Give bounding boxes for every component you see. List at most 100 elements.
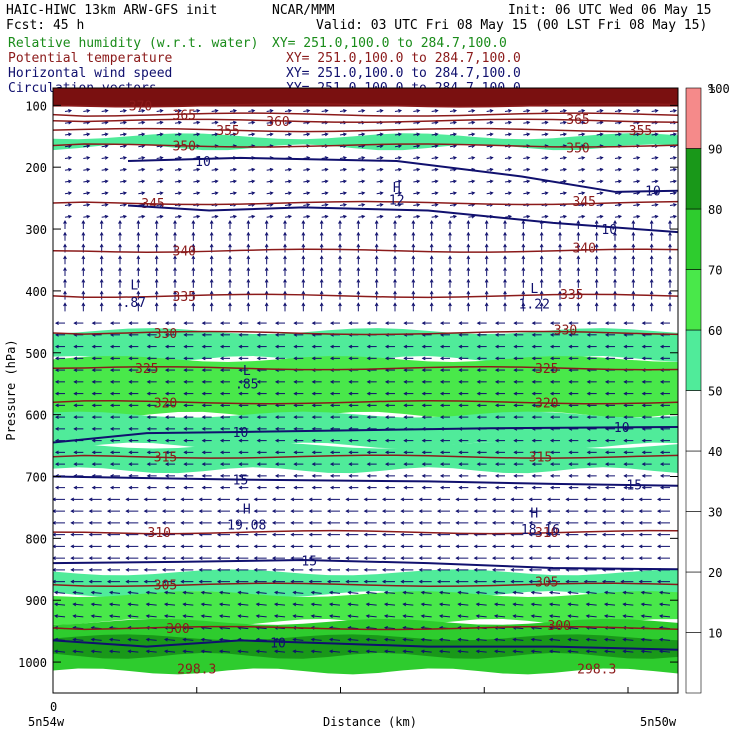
vector-head [649,290,654,295]
vector-head [549,332,554,337]
vector-head [568,415,573,419]
wind-vector [586,615,597,618]
vector-head [128,450,133,455]
vector-head [154,302,159,307]
wind-vector [54,603,66,606]
vector-head [159,191,164,196]
wind-vector [549,650,561,653]
vector-head [374,290,379,295]
colorbar-label: 10 [708,627,722,641]
vector-head [583,521,588,525]
vector-head [237,590,242,595]
vector-head [324,109,329,113]
colorbar-segment [685,87,702,149]
vector-head [201,403,206,408]
vector-head [558,278,562,283]
vector-head [329,462,334,466]
vector-head [618,132,623,137]
wind-vector [238,591,249,594]
vector-head [238,356,243,361]
vector-head [201,415,206,419]
vector-head [604,344,609,349]
vector-head [476,450,481,455]
vector-head [649,255,654,260]
vector-head [623,391,628,396]
vector-head [649,278,654,283]
wind-vector [568,615,579,618]
wind-vector [183,650,194,653]
wind-vector [201,650,212,653]
vector-head [219,415,224,419]
vector-head [363,544,368,549]
vector-head [585,602,590,607]
vector-head [403,415,408,419]
wind-vector [458,638,469,641]
vector-head [251,109,256,113]
wind-vector [421,650,432,653]
vector-head [668,231,672,236]
wind-label: 15 [301,555,317,570]
vector-head [379,167,384,172]
vector-head [141,191,146,196]
vector-head [88,521,93,525]
vector-head [136,278,141,283]
vector-head [586,415,591,419]
theta-contour [53,400,678,405]
vector-head [173,267,177,271]
vector-head [620,556,625,561]
vector-head [301,267,306,271]
wind-vector [403,638,414,641]
vector-head [109,462,114,466]
vector-head [238,332,243,337]
vector-head [549,321,554,325]
vector-head [638,521,643,525]
vector-head [458,403,463,408]
vector-head [411,231,416,236]
vector-head [455,556,460,561]
vector-head [269,167,274,172]
vector-head [429,243,434,248]
vector-head [219,356,224,361]
vector-head [125,497,130,502]
vector-head [159,167,164,172]
vector-head [109,485,114,490]
vector-head [484,302,489,307]
vector-head [494,403,499,408]
vector-head [173,290,177,295]
vector-head [328,649,333,654]
wind-vector [274,603,286,606]
vector-head [128,485,133,490]
colorbar-label: 100 [708,82,730,96]
vector-head [384,450,389,455]
wind-vector [439,650,451,653]
vector-head [214,109,219,113]
vector-head [489,167,494,172]
wind-vector [586,627,597,630]
vector-head [183,332,188,337]
wind-vector [568,603,579,606]
vector-head [200,590,205,595]
vector-head [255,602,260,607]
wind-vector [659,615,671,618]
vector-head [439,391,444,396]
vector-head [546,579,551,584]
vector-head [539,255,544,260]
vector-head [219,438,224,443]
vector-head [531,321,536,325]
vector-head [201,368,206,372]
wind-vector [329,650,341,653]
vector-head [256,462,261,466]
vector-head [668,302,672,307]
vector-head [473,509,478,514]
vector-head [548,637,553,642]
vector-head [402,637,407,642]
wind-vector [494,650,506,653]
wind-vector [201,627,212,630]
vector-head [338,255,342,260]
vector-head [565,579,570,584]
vector-head [513,473,518,478]
theta-contour [53,293,678,299]
vector-head [141,179,146,184]
stratosphere-theta-band [53,88,678,107]
colorbar-label: 80 [708,203,722,217]
